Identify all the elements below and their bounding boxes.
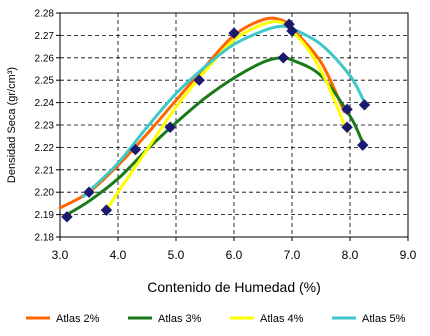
- gridlines: [60, 13, 408, 237]
- y-tick-label: 2.25: [35, 76, 55, 87]
- data-point-marker: [228, 27, 240, 39]
- x-tick-label: 8.0: [342, 248, 359, 262]
- data-point-marker: [193, 74, 205, 86]
- data-point-marker: [61, 211, 73, 223]
- y-tick-label: 2.23: [35, 121, 55, 132]
- data-point-marker: [341, 121, 353, 133]
- y-tick-label: 2.27: [35, 31, 55, 42]
- y-axis-ticks: 2.18 2.19 2.20 2.21 2.22 2.23 2.24 2.25 2.26 2.27…: [35, 9, 60, 244]
- x-tick-label: 9.0: [400, 248, 417, 262]
- x-tick-label: 3.0: [52, 248, 69, 262]
- x-tick-label: 5.0: [168, 248, 185, 262]
- data-point-marker: [286, 25, 298, 37]
- data-point-marker: [358, 99, 371, 111]
- y-tick-label: 2.26: [35, 53, 55, 64]
- data-point-marker: [357, 139, 369, 151]
- y-tick-label: 2.22: [35, 143, 55, 154]
- series-line-atlas-4: [104, 19, 349, 212]
- data-point-marker: [83, 186, 95, 198]
- y-tick-label: 2.28: [35, 9, 55, 20]
- data-point-marker: [164, 121, 176, 133]
- y-tick-label: 2.19: [35, 210, 55, 221]
- data-point-marker: [341, 103, 353, 116]
- legend-label: Atlas 4%: [260, 313, 304, 325]
- legend-label: Atlas 5%: [362, 313, 406, 325]
- series-line-atlas-3: [65, 56, 365, 217]
- x-axis-ticks: 3.0 4.0 5.0 6.0 7.0 8.0 9.0: [52, 237, 417, 262]
- x-axis-label: Contenido de Humedad (%): [147, 279, 321, 295]
- y-tick-label: 2.20: [35, 188, 55, 199]
- series-line-atlas-5: [81, 24, 366, 199]
- data-point-marker: [100, 204, 113, 216]
- data-point-marker: [129, 143, 142, 156]
- legend-label: Atlas 3%: [158, 313, 202, 325]
- y-axis-label: Densidad Seca (gr/cm³): [6, 67, 18, 183]
- y-tick-label: 2.24: [35, 98, 55, 109]
- legend-label: Atlas 2%: [56, 313, 100, 325]
- x-tick-label: 4.0: [110, 248, 127, 262]
- y-tick-label: 2.21: [35, 165, 55, 176]
- x-tick-label: 6.0: [226, 248, 243, 262]
- x-tick-label: 7.0: [284, 248, 301, 262]
- y-tick-label: 2.18: [35, 233, 55, 244]
- data-point-marker: [277, 52, 290, 64]
- legend: Atlas 2% Atlas 3% Atlas 4% Atlas 5%: [26, 313, 406, 325]
- data-markers: [61, 18, 371, 223]
